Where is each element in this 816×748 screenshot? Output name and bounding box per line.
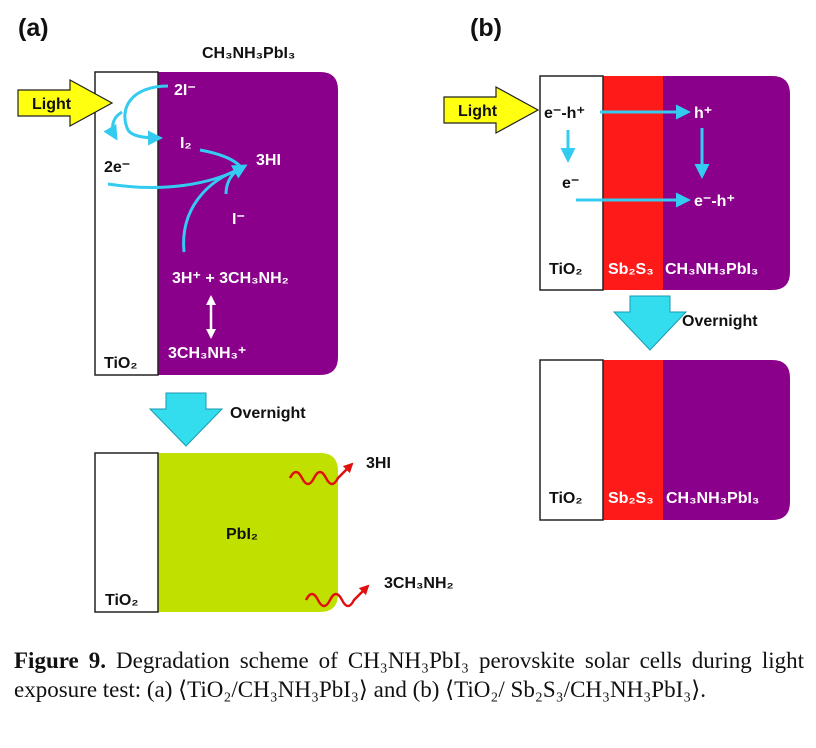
exciton-label: e⁻-h⁺ <box>544 105 585 122</box>
perovskite-label-b-after: CH₃NH₃PbI₃ <box>666 490 759 507</box>
sb2s3-label-b-after: Sb₂S₃ <box>608 490 654 507</box>
tio2-layer-b <box>539 75 604 291</box>
tio2-label-b: TiO₂ <box>549 261 582 278</box>
tio2-layer-a-after <box>94 452 159 613</box>
perovskite-layer-b <box>660 76 790 290</box>
wave-release-hi <box>288 462 354 486</box>
species-products: 3H⁺ + 3CH₃NH₂ <box>172 270 289 287</box>
overnight-arrow-b <box>612 295 688 351</box>
species-2i-minus: 2I⁻ <box>174 82 196 99</box>
species-3hi: 3HI <box>256 152 281 169</box>
perovskite-layer-a <box>150 72 338 375</box>
arrow-split-electrons <box>103 110 123 141</box>
tio2-label-a-after: TiO₂ <box>105 592 138 609</box>
panel-b: (b) Light e⁻-h⁺ h⁺ e⁻ e⁻-h⁺ TiO₂ Sb₂S₃ C… <box>443 14 790 521</box>
perovskite-label-a: CH₃NH₃PbI₃ <box>202 45 295 62</box>
wave-release-ch3nh2 <box>304 584 370 608</box>
tio2-label-b-after: TiO₂ <box>549 490 582 507</box>
panel-b-tag: (b) <box>470 14 502 42</box>
pbi2-label: PbI₂ <box>226 526 258 543</box>
pbi2-layer <box>150 453 338 612</box>
species-i2: I₂ <box>180 135 192 152</box>
light-arrow-a <box>17 78 114 128</box>
overnight-label-a: Overnight <box>230 405 306 422</box>
tio2-layer-a <box>94 71 159 376</box>
caption-text: Degradation scheme of CH₃NH₃PbI₃ perovsk… <box>14 648 804 702</box>
species-2e-minus: 2e⁻ <box>104 159 130 176</box>
figure-caption: Figure 9. Degradation scheme of CH₃NH₃Pb… <box>14 646 804 704</box>
light-label-a: Light <box>32 96 72 113</box>
released-hi: 3HI <box>366 455 391 472</box>
panel-a: (a) CH₃NH₃PbI₃ TiO₂ Light 2I⁻ I₂ 2e⁻ 3HI… <box>17 14 454 613</box>
perovskite-label-b: CH₃NH₃PbI₃ <box>665 261 758 278</box>
perovskite-layer-b-after <box>660 360 790 520</box>
sb2s3-layer-b-after <box>603 360 663 520</box>
figure-label: Figure 9. <box>14 648 106 673</box>
light-arrow-b <box>443 85 540 135</box>
arrow-2i-to-i2 <box>123 84 169 146</box>
sb2s3-layer-b <box>603 76 663 290</box>
tio2-layer-b-after <box>539 359 604 521</box>
released-ch3nh2: 3CH₃NH₂ <box>384 575 454 592</box>
species-i-minus: I⁻ <box>232 211 245 228</box>
light-label-b: Light <box>458 103 498 120</box>
species-methylammonium: 3CH₃NH₃⁺ <box>168 345 246 362</box>
tio2-label-a: TiO₂ <box>104 355 137 372</box>
overnight-arrow-a <box>148 392 224 447</box>
degradation-scheme: (a) CH₃NH₃PbI₃ TiO₂ Light 2I⁻ I₂ 2e⁻ 3HI… <box>17 14 790 613</box>
panel-a-tag: (a) <box>18 14 49 42</box>
overnight-label-b: Overnight <box>682 313 758 330</box>
arrow-i2-to-hi <box>199 148 242 168</box>
arrow-i-to-hi <box>224 166 243 195</box>
hole-label: h⁺ <box>694 105 712 122</box>
sb2s3-label-b: Sb₂S₃ <box>608 261 654 278</box>
recombined-label: e⁻-h⁺ <box>694 193 735 210</box>
electron-label: e⁻ <box>562 175 579 192</box>
arrow-h-to-hi <box>182 166 244 253</box>
